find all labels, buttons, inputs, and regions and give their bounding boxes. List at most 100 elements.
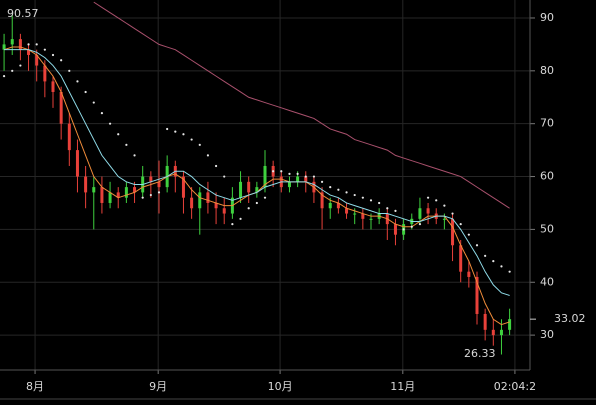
sar-dot (2, 75, 6, 78)
sar-dot (190, 138, 193, 141)
sar-dot (312, 175, 316, 178)
candle-body (247, 181, 251, 193)
x-tick-label: 9月 (149, 380, 167, 393)
high-label: 90.57 (7, 7, 39, 20)
sar-dot (386, 207, 389, 210)
sar-dot (329, 186, 332, 189)
sar-dot (492, 260, 495, 263)
candle-body (418, 208, 422, 219)
sar-dot (288, 172, 291, 175)
candle-body (124, 187, 128, 198)
candle-body (345, 208, 349, 214)
candle-body (483, 313, 487, 330)
sar-dot (369, 199, 373, 202)
candle-body (100, 187, 104, 203)
candle-body (35, 54, 39, 66)
candle-body (393, 224, 397, 235)
candle-body (51, 81, 55, 92)
candle-body (18, 39, 22, 50)
candle-body (287, 181, 291, 188)
low-label: 26.33 (464, 347, 496, 360)
candle-body (157, 181, 161, 188)
sar-dot (418, 223, 422, 226)
candle-body (92, 187, 96, 193)
sar-dot (198, 143, 201, 146)
y-tick-label: 50 (540, 222, 554, 235)
candle-body (198, 192, 202, 209)
candle-body (59, 91, 63, 124)
candle-body (491, 329, 495, 336)
sar-dot (443, 204, 446, 207)
sar-dot (166, 127, 169, 131)
candle-body (499, 329, 503, 336)
sar-dot (35, 43, 38, 46)
candle-body (296, 176, 300, 182)
candle-body (320, 192, 324, 209)
y-tick-label: 30 (540, 328, 554, 341)
candle-body (43, 65, 47, 82)
sar-dot (378, 201, 381, 205)
sar-dot (206, 154, 210, 157)
candle-body (369, 218, 373, 220)
candle-body (75, 150, 79, 177)
candle-body (475, 276, 479, 314)
sar-dot (467, 233, 470, 236)
sar-dot (157, 191, 161, 194)
candle-body (116, 192, 120, 198)
candle-body (255, 187, 259, 193)
sar-dot (141, 196, 144, 199)
sar-dot (280, 170, 283, 173)
candle-body (214, 202, 218, 209)
sar-dot (304, 175, 307, 178)
sar-dot (223, 175, 226, 178)
moving-average-line (93, 1, 510, 209)
sar-dot (263, 196, 267, 199)
moving-average-line (4, 49, 510, 296)
y-tick-label: 70 (540, 117, 554, 130)
candle-body (190, 197, 194, 209)
candle-body (133, 187, 137, 193)
plot (2, 1, 512, 355)
candle-body (84, 176, 88, 193)
y-tick-label: 80 (540, 64, 554, 77)
y-tick-label: 60 (540, 170, 554, 183)
sar-dot (182, 133, 185, 136)
sar-dot (84, 90, 87, 94)
sar-dot (320, 180, 324, 183)
sar-dot (239, 217, 242, 220)
sar-dot (451, 212, 454, 215)
sar-dot (76, 80, 79, 83)
candle-body (222, 208, 226, 214)
sar-dot (100, 112, 104, 115)
sar-dot (133, 154, 136, 157)
candle-body (451, 218, 455, 246)
candle-body (459, 245, 463, 272)
candle-body (508, 319, 512, 330)
price-label: 33.02 (554, 312, 586, 325)
sar-dot (345, 191, 348, 194)
sar-dot (174, 130, 177, 133)
candle-body (181, 176, 185, 198)
sar-dot (255, 201, 258, 205)
sar-dot (361, 196, 364, 199)
x-tick-label: 02:04:2 (494, 380, 536, 393)
candle-body (442, 218, 446, 220)
x-tick-label: 8月 (26, 380, 44, 393)
sar-dot (426, 196, 430, 199)
candle-body (426, 208, 430, 214)
sar-dot (11, 69, 14, 72)
candle-body (239, 181, 243, 198)
candle-body (263, 165, 267, 188)
x-tick-label: 11月 (390, 380, 415, 393)
sar-dot (272, 170, 275, 173)
x-tick-label: 10月 (268, 380, 293, 393)
sar-dot (435, 199, 438, 202)
sar-dot (410, 225, 413, 228)
y-tick-label: 40 (540, 275, 554, 288)
sar-dot (231, 223, 234, 226)
sar-dot (337, 188, 340, 191)
sar-dot (51, 53, 55, 57)
y-tick-label: 90 (540, 11, 554, 24)
